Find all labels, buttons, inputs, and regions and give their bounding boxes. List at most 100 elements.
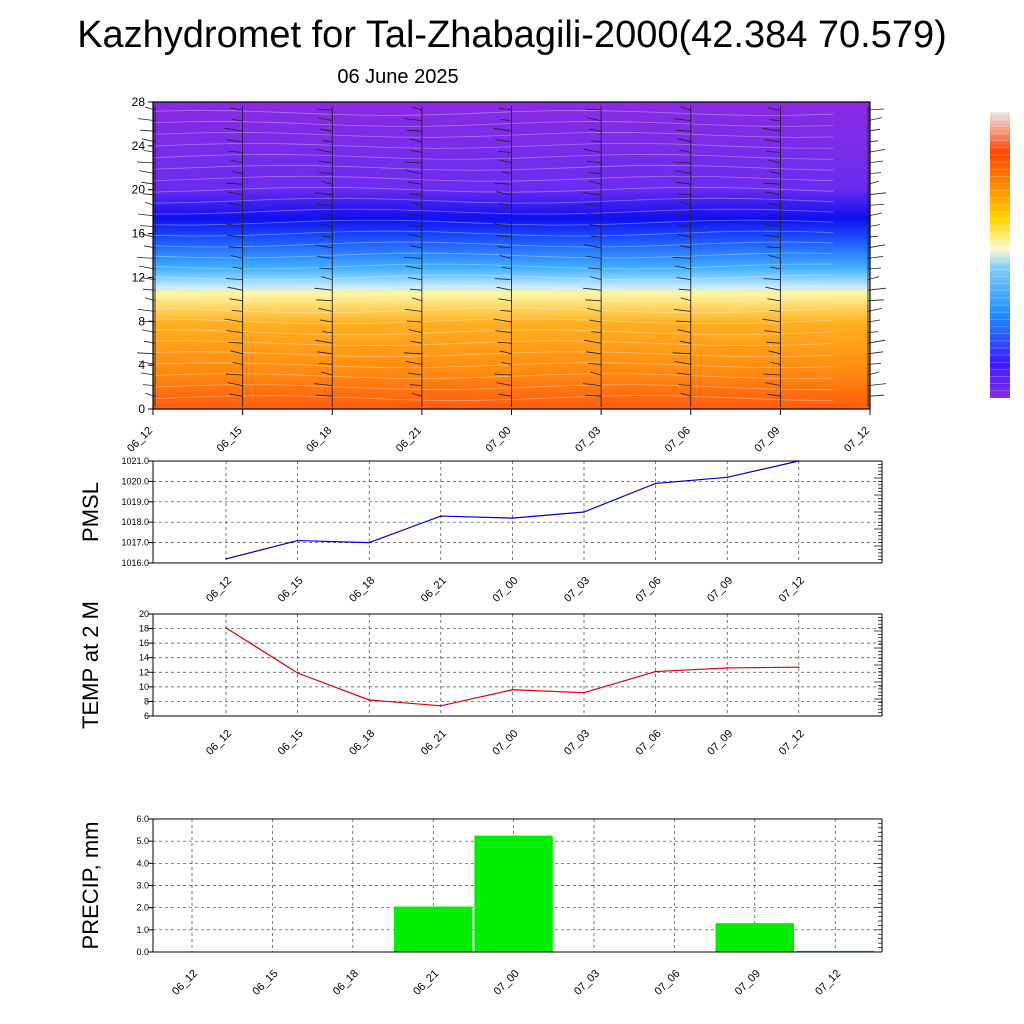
y-tick-label: 1021.0 <box>121 456 149 466</box>
wind-barb <box>591 235 602 238</box>
contour-line <box>152 131 834 138</box>
wind-barb <box>140 181 156 185</box>
wind-barb <box>501 266 512 270</box>
pmsl-point <box>798 460 800 462</box>
wind-barb <box>137 309 156 312</box>
wind-barb <box>494 278 512 280</box>
wind-barb <box>767 298 781 302</box>
wind-barb <box>680 106 691 111</box>
temp-point <box>296 672 299 674</box>
wind-barb <box>318 308 333 312</box>
wind-barb <box>768 350 781 355</box>
wind-barb <box>499 350 512 355</box>
wind-barb <box>765 191 781 196</box>
wind-barb <box>588 267 602 270</box>
wind-barb <box>403 352 422 355</box>
wind-barb <box>673 213 691 217</box>
temp-ylabel: TEMP at 2 M <box>78 601 103 729</box>
wind-barb <box>766 246 781 249</box>
x-tick-label: 07_00 <box>490 728 520 758</box>
wind-barb <box>585 108 602 111</box>
contour-line <box>152 263 834 270</box>
wind-barb <box>589 224 602 227</box>
wind-barb <box>411 392 422 397</box>
wind-barb <box>586 256 602 259</box>
wind-barb <box>408 138 422 143</box>
wind-barb <box>314 383 333 386</box>
x-tick-label: 07_09 <box>733 968 763 998</box>
wind-barb <box>584 244 602 249</box>
wind-barb <box>144 297 156 302</box>
wind-barb <box>867 149 886 153</box>
y-tick-label: 8 <box>144 696 149 706</box>
wind-barb <box>867 108 885 111</box>
wind-barb <box>767 203 781 206</box>
wind-barb <box>406 129 422 132</box>
wind-barb <box>318 212 333 217</box>
wind-barb <box>322 140 333 143</box>
temp-point <box>798 666 800 668</box>
wind-barb <box>677 138 691 143</box>
wind-barb <box>136 352 156 355</box>
wind-barb <box>498 298 512 302</box>
x-tick-label: 07_00 <box>484 425 514 455</box>
wind-barb <box>407 181 422 185</box>
pmsl-point <box>583 511 585 513</box>
wind-barb <box>678 288 691 291</box>
x-tick-label: 07_06 <box>652 968 682 998</box>
y-tick-label: 20 <box>132 183 146 197</box>
wind-barb <box>673 118 691 121</box>
wind-barb <box>867 276 880 280</box>
wind-barb <box>591 331 602 333</box>
wind-barb <box>314 192 333 196</box>
wind-barb <box>407 277 422 280</box>
wind-barb <box>589 319 602 323</box>
pmsl-point <box>511 517 514 519</box>
x-tick-label: 06_12 <box>125 425 155 455</box>
wind-barb <box>500 214 512 217</box>
wind-barb <box>583 287 602 291</box>
wind-barb <box>143 150 156 153</box>
temp-point <box>583 691 585 694</box>
precip-bar <box>474 835 553 952</box>
wind-barb <box>769 119 781 121</box>
wind-barb <box>677 329 691 333</box>
wind-barb <box>231 310 243 312</box>
y-tick-label: 1020.0 <box>121 476 149 486</box>
wind-barb <box>867 180 880 185</box>
wind-barb <box>677 233 691 238</box>
y-tick-label: 0.0 <box>136 947 149 957</box>
wind-barb <box>767 107 781 111</box>
wind-barb <box>321 276 333 280</box>
contour-line <box>152 121 834 127</box>
wind-barb <box>587 117 602 121</box>
y-tick-label: 2.0 <box>136 903 149 913</box>
contour-line <box>152 274 834 281</box>
wind-barb <box>411 297 422 302</box>
wind-barb <box>319 363 333 365</box>
wind-barb <box>867 128 881 132</box>
wind-barb <box>680 202 691 206</box>
wind-barb <box>405 265 422 270</box>
wind-barb <box>674 265 691 270</box>
wind-barb <box>763 373 781 376</box>
y-tick-label: 1019.0 <box>121 497 149 507</box>
wind-barb <box>867 331 879 333</box>
wind-barb <box>867 256 884 259</box>
contour-line <box>152 285 834 292</box>
wind-barb <box>585 299 602 302</box>
wind-barb <box>496 286 512 291</box>
wind-barb <box>226 330 243 333</box>
wind-barb <box>143 340 156 344</box>
wind-barb <box>590 371 602 376</box>
wind-barb <box>493 127 512 132</box>
wind-barb <box>495 139 512 143</box>
wind-barb <box>496 382 512 386</box>
wind-barb <box>763 182 781 185</box>
wind-barb <box>867 339 886 344</box>
wind-barb <box>590 180 602 185</box>
wind-barb <box>867 192 887 196</box>
contour-line <box>152 208 834 215</box>
wind-barb <box>680 297 691 302</box>
wind-barb <box>676 277 691 280</box>
